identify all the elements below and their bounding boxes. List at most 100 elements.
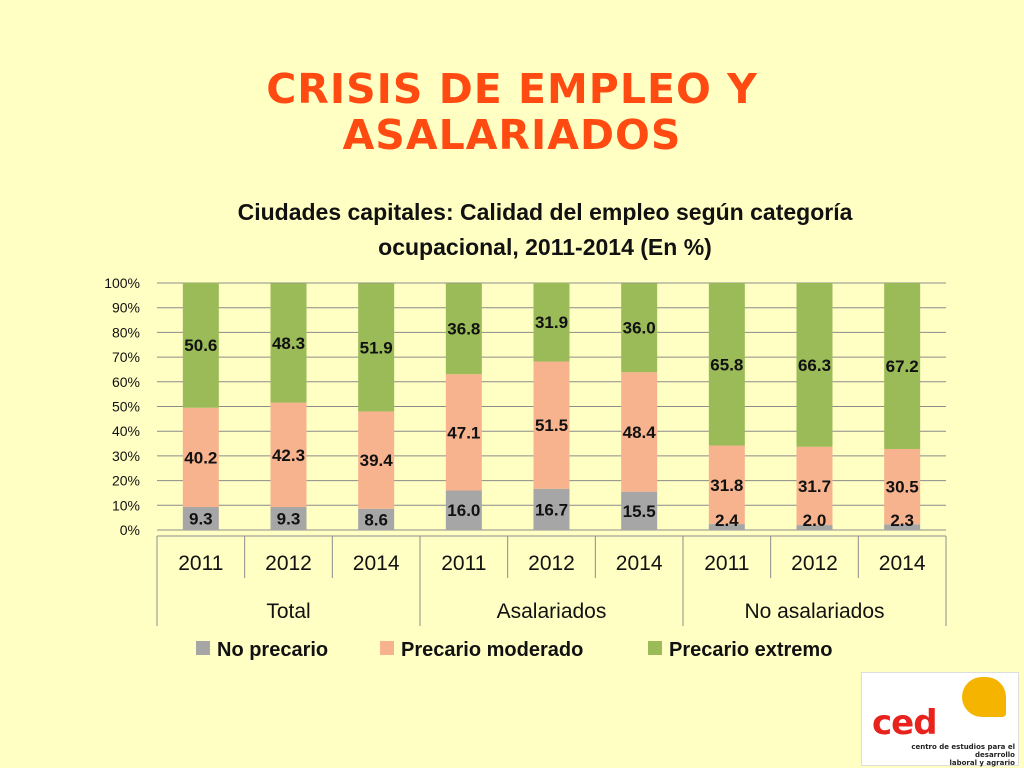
- slide-title-line2: ASALARIADOS: [342, 111, 682, 159]
- chart-title-line2: ocupacional, 2011-2014 (En %): [378, 234, 712, 260]
- bar-precario-extremo: [621, 283, 658, 373]
- y-axis: 0% 10% 20% 30% 40% 50% 60% 70% 80% 90% 100%: [104, 275, 140, 538]
- slide-title: CRISIS DE EMPLEO Y ASALARIADOS: [0, 66, 1024, 158]
- bar-precario-extremo: [358, 283, 395, 412]
- bar-precario-moderado: [884, 448, 921, 525]
- legend-label-precario-extremo: Precario extremo: [669, 639, 832, 661]
- data-label-no-precario: 9.3: [189, 510, 213, 529]
- bar-no-precario: [796, 525, 833, 530]
- bar-precario-extremo: [270, 283, 307, 403]
- legend-swatch-precario-extremo: [648, 641, 662, 655]
- x-tick-label: 2014: [616, 552, 663, 575]
- data-label-precario-moderado: 42.3: [272, 446, 305, 465]
- logo-subtitle: centro de estudios para el desarrollo la…: [870, 743, 1015, 767]
- logo-subtitle-line2: laboral y agrario: [949, 759, 1015, 767]
- bars: [182, 282, 921, 530]
- chart-title-line1: Ciudades capitales: Calidad del empleo s…: [238, 199, 853, 225]
- x-tick-label: 2011: [441, 552, 486, 575]
- data-label-precario-moderado: 40.2: [184, 448, 217, 467]
- y-tick-label: 0%: [120, 522, 140, 538]
- bar-no-precario: [358, 508, 395, 530]
- data-labels: 9.3 40.2 50.6 9.3 42.3 48.3 8.6 39.4 51.9 16.0 47.…: [184, 313, 918, 530]
- bar-precario-extremo: [182, 282, 219, 408]
- data-label-precario-moderado: 47.1: [447, 423, 480, 442]
- bar-precario-moderado: [796, 446, 833, 526]
- bar-no-precario: [445, 490, 482, 530]
- bar-no-precario: [708, 524, 745, 530]
- bar-no-precario: [621, 491, 658, 530]
- bar-precario-extremo: [708, 283, 745, 446]
- legend-label-no-precario: No precario: [217, 639, 328, 661]
- data-label-precario-extremo: 67.2: [886, 357, 919, 376]
- x-group-label: No asalariados: [744, 600, 884, 623]
- data-label-no-precario: 2.0: [803, 511, 827, 530]
- y-tick-label: 50%: [112, 399, 140, 415]
- x-tick-label: 2011: [178, 552, 223, 575]
- data-label-no-precario: 9.3: [277, 510, 301, 529]
- bar-precario-moderado: [533, 361, 570, 489]
- y-tick-label: 60%: [112, 374, 140, 390]
- logo-subtitle-line1: centro de estudios para el desarrollo: [911, 743, 1015, 759]
- data-label-precario-extremo: 31.9: [535, 313, 568, 332]
- bar-no-precario: [182, 507, 219, 530]
- ced-logo: ced centro de estudios para el desarroll…: [861, 672, 1019, 767]
- data-label-precario-moderado: 30.5: [886, 478, 919, 497]
- data-label-no-precario: 2.3: [890, 511, 914, 530]
- legend-swatch-precario-moderado: [380, 641, 394, 655]
- bar-precario-moderado: [358, 411, 395, 509]
- y-tick-label: 10%: [112, 497, 140, 513]
- y-tick-label: 100%: [104, 275, 140, 291]
- x-tick-label: 2012: [791, 552, 838, 575]
- bar-precario-moderado: [182, 407, 219, 508]
- data-label-precario-moderado: 31.7: [798, 477, 831, 496]
- data-label-no-precario: 15.5: [623, 502, 656, 521]
- data-label-precario-extremo: 66.3: [798, 356, 831, 375]
- x-group-label: Asalariados: [497, 600, 607, 623]
- data-label-precario-moderado: 48.4: [623, 423, 657, 442]
- x-group-label: Total: [266, 600, 310, 623]
- bar-precario-moderado: [621, 372, 658, 492]
- x-tick-label: 2014: [353, 552, 400, 575]
- data-label-no-precario: 16.7: [535, 500, 568, 519]
- legend-label-precario-moderado: Precario moderado: [401, 639, 583, 661]
- y-tick-label: 70%: [112, 349, 140, 365]
- data-label-precario-extremo: 48.3: [272, 334, 305, 353]
- slide-title-line1: CRISIS DE EMPLEO Y: [266, 65, 758, 113]
- y-tick-label: 40%: [112, 423, 140, 439]
- data-label-precario-moderado: 51.5: [535, 416, 568, 435]
- data-label-precario-extremo: 51.9: [360, 338, 393, 357]
- bar-precario-moderado: [270, 402, 307, 508]
- y-tick-label: 20%: [112, 473, 140, 489]
- data-label-precario-extremo: 36.0: [623, 319, 656, 338]
- x-tick-label: 2011: [704, 552, 749, 575]
- bar-precario-moderado: [445, 374, 482, 491]
- data-label-precario-moderado: 39.4: [360, 451, 394, 470]
- x-tick-label: 2014: [879, 552, 926, 575]
- bar-no-precario: [533, 488, 570, 530]
- x-tick-label: 2012: [265, 552, 312, 575]
- y-tick-label: 30%: [112, 448, 140, 464]
- bar-precario-extremo: [796, 283, 833, 447]
- y-tick-label: 80%: [112, 324, 140, 340]
- data-label-precario-extremo: 36.8: [447, 320, 480, 339]
- bar-precario-moderado: [708, 445, 745, 525]
- legend-swatch-no-precario: [196, 641, 210, 655]
- data-label-precario-extremo: 50.6: [184, 336, 217, 355]
- data-label-precario-moderado: 31.8: [710, 476, 743, 495]
- x-axis: 2011 2012 2014 2011 2012 2014 2011 2012 2014 Tota…: [156, 535, 947, 626]
- legend: No precario Precario moderado Precario ext…: [196, 639, 832, 661]
- x-tick-label: 2012: [528, 552, 575, 575]
- data-label-no-precario: 16.0: [447, 501, 480, 520]
- data-label-no-precario: 8.6: [364, 510, 388, 529]
- bar-no-precario: [270, 507, 307, 530]
- bar-precario-extremo: [884, 283, 921, 449]
- bar-precario-extremo: [445, 283, 482, 375]
- data-label-precario-extremo: 65.8: [710, 355, 743, 374]
- bar-precario-extremo: [533, 282, 570, 362]
- data-label-no-precario: 2.4: [715, 511, 739, 530]
- y-tick-label: 90%: [112, 300, 140, 316]
- logo-mark: [962, 677, 1006, 717]
- bar-no-precario: [884, 524, 921, 530]
- logo-wordmark: ced: [872, 703, 938, 743]
